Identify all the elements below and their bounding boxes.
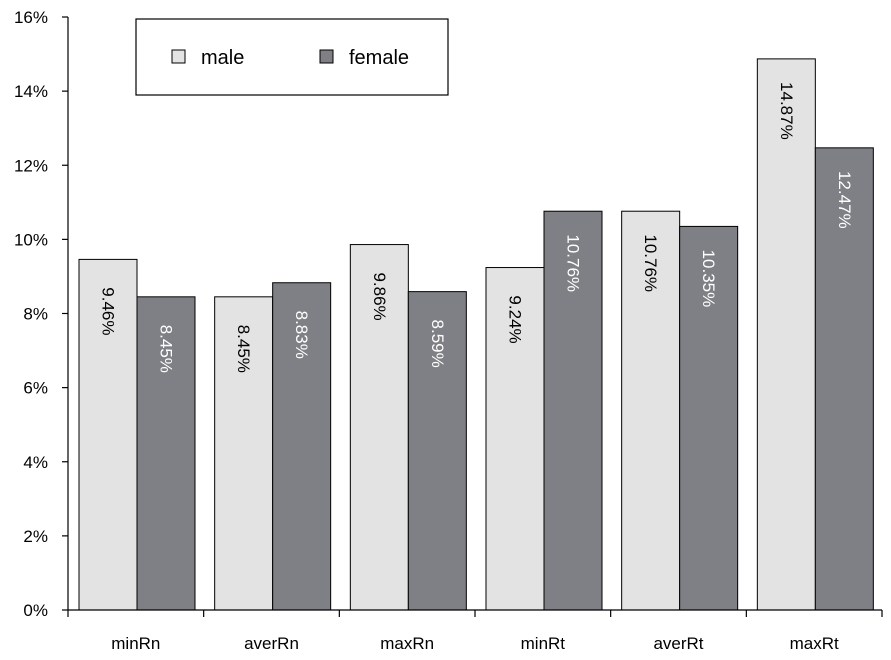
bar-male-averRn — [214, 296, 274, 611]
y-tick-label: 12% — [14, 156, 48, 175]
y-tick-label: 4% — [23, 453, 48, 472]
data-label-female-minRt: 10.76% — [564, 234, 583, 292]
legend-swatch-female — [319, 49, 334, 64]
data-label-male-minRt: 9.24% — [506, 295, 525, 343]
x-tick-label-minRt: minRt — [521, 634, 566, 653]
data-label-male-maxRn: 9.86% — [370, 272, 389, 320]
bar-female-averRt — [679, 225, 739, 611]
data-label-female-maxRn: 8.59% — [428, 320, 447, 368]
y-tick-label: 14% — [14, 82, 48, 101]
data-label-male-maxRt: 14.87% — [777, 82, 796, 140]
data-label-female-minRn: 8.45% — [157, 325, 176, 373]
data-label-male-minRn: 9.46% — [99, 287, 118, 335]
bars-layer — [78, 58, 874, 611]
axes-layer: 0% 2% 4% 6% 8% 10% 12% 14% 16% minRn averRn maxRn mi… — [14, 8, 883, 653]
bar-female-maxRt — [814, 147, 874, 611]
bar-male-minRn — [78, 258, 138, 611]
data-label-female-averRn: 8.83% — [292, 311, 311, 359]
bar-female-maxRn — [407, 291, 467, 611]
legend-box — [135, 18, 449, 96]
y-tick-label: 16% — [14, 8, 48, 27]
y-tick-label: 8% — [23, 305, 48, 324]
x-tick-label-minRn: minRn — [111, 634, 160, 653]
y-tick-label: 6% — [23, 379, 48, 398]
y-tick-label: 0% — [23, 601, 48, 620]
legend-label-female: female — [349, 47, 409, 69]
data-label-male-averRt: 10.76% — [641, 234, 660, 292]
data-label-female-averRt: 10.35% — [699, 250, 718, 308]
bar-male-maxRn — [349, 244, 409, 611]
bar-female-minRn — [136, 296, 196, 611]
y-tick-label: 2% — [23, 527, 48, 546]
legend: male female — [135, 18, 449, 96]
x-tick-label-averRn: averRn — [244, 634, 299, 653]
y-tick-label: 10% — [14, 230, 48, 249]
x-tick-label-maxRt: maxRt — [790, 634, 839, 653]
x-tick-label-averRt: averRt — [653, 634, 703, 653]
bar-male-maxRt — [756, 58, 816, 611]
legend-label-male: male — [201, 47, 244, 69]
x-tick-label-maxRn: maxRn — [380, 634, 434, 653]
bar-female-minRt — [543, 210, 603, 611]
data-label-female-maxRt: 12.47% — [835, 171, 854, 229]
data-labels-layer: 9.46% 8.45% 8.45% 8.83% 9.86% 8.59% 9.24% 10.76… — [99, 82, 854, 373]
data-label-male-averRn: 8.45% — [234, 325, 253, 373]
legend-swatch-male — [171, 49, 186, 64]
bar-female-averRn — [272, 282, 332, 611]
